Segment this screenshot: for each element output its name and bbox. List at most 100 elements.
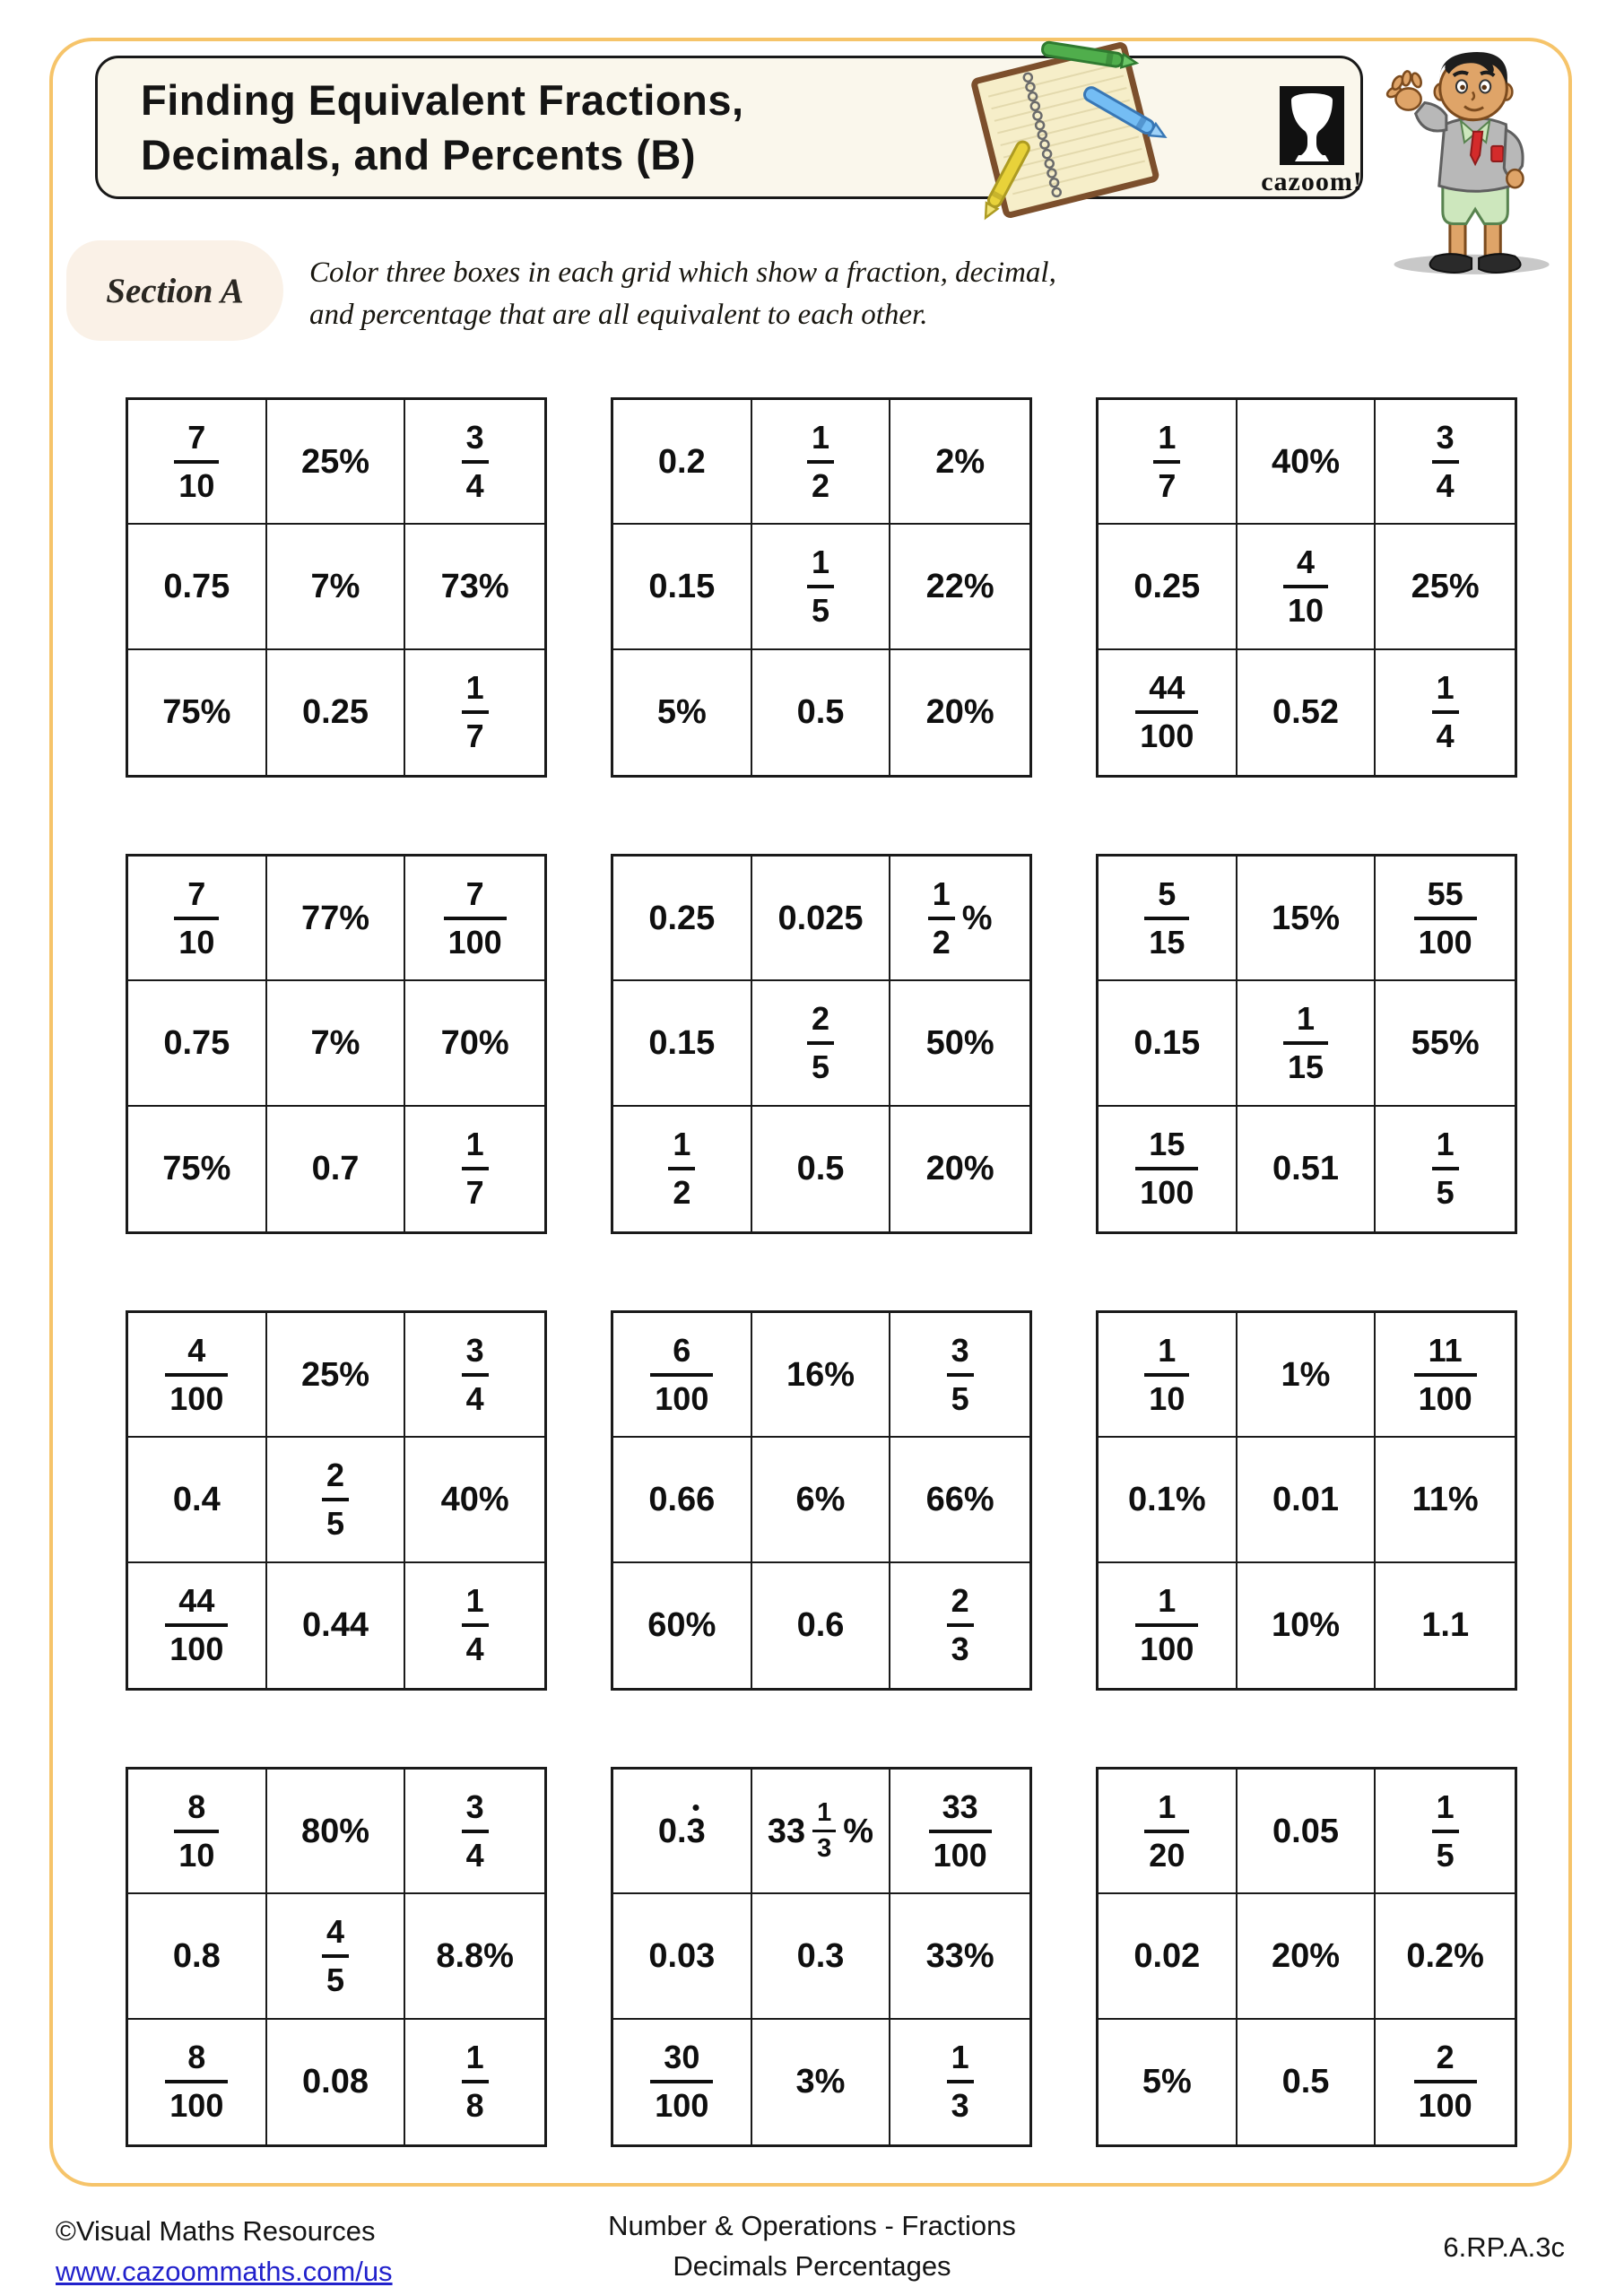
grid-7-cell-r3c2[interactable]: 0.44 [267, 1562, 406, 1688]
grid-10-cell-r2c3[interactable]: 8.8% [405, 1894, 544, 2020]
grid-11-cell-r3c2[interactable]: 3% [752, 2019, 891, 2144]
grid-5-cell-r1c3[interactable]: 1 2% [890, 857, 1029, 982]
grid-9-cell-r2c2[interactable]: 0.01 [1237, 1438, 1376, 1563]
grid-6-cell-r2c3[interactable]: 55% [1376, 981, 1515, 1107]
grid-3-cell-r3c2[interactable]: 0.52 [1238, 649, 1376, 775]
grid-6-cell-r1c1[interactable]: 5 15 [1099, 857, 1238, 982]
grid-2-cell-r1c3[interactable]: 2% [890, 400, 1029, 526]
grid-4-cell-r1c1[interactable]: 7 10 [128, 857, 267, 982]
grid-3-cell-r2c3[interactable]: 25% [1376, 525, 1515, 650]
grid-7-cell-r2c1[interactable]: 0.4 [128, 1438, 267, 1563]
grid-8-cell-r2c1[interactable]: 0.66 [613, 1438, 752, 1563]
grid-8-cell-r3c1[interactable]: 60% [613, 1562, 752, 1688]
grid-8-cell-r1c2[interactable]: 16% [751, 1313, 891, 1439]
grid-11-cell-r2c1[interactable]: 0.03 [613, 1894, 752, 2020]
grid-1-cell-r3c1[interactable]: 75% [128, 649, 267, 775]
grid-3-cell-r2c1[interactable]: 0.25 [1099, 525, 1238, 650]
grid-5-cell-r2c1[interactable]: 0.15 [613, 981, 752, 1107]
grid-5-cell-r3c3[interactable]: 20% [890, 1107, 1029, 1231]
grid-6-cell-r1c2[interactable]: 15% [1237, 857, 1376, 982]
grid-11-cell-r3c1[interactable]: 30 100 [613, 2019, 752, 2144]
grid-11-cell-r2c3[interactable]: 33% [890, 1894, 1029, 2020]
grid-3-cell-r1c2[interactable]: 40% [1237, 400, 1376, 526]
grid-6-cell-r2c2[interactable]: 1 15 [1237, 981, 1376, 1107]
grid-12-cell-r3c2[interactable]: 0.5 [1238, 2019, 1376, 2144]
grid-10-cell-r1c1[interactable]: 8 10 [128, 1770, 267, 1895]
grid-6-cell-r3c1[interactable]: 15 100 [1099, 1106, 1238, 1231]
grid-12-cell-r2c1[interactable]: 0.02 [1099, 1894, 1238, 2020]
grid-9-cell-r3c1[interactable]: 1 100 [1099, 1562, 1238, 1688]
grid-7-cell-r1c1[interactable]: 4 100 [128, 1313, 267, 1439]
grid-8-cell-r2c2[interactable]: 6% [751, 1438, 891, 1563]
website-link[interactable]: www.cazoommaths.com/us [56, 2255, 393, 2287]
grid-11-cell-r1c2[interactable]: 33 1 3% [751, 1770, 891, 1895]
grid-2-cell-r2c1[interactable]: 0.15 [613, 525, 752, 650]
grid-8-cell-r1c1[interactable]: 6 100 [613, 1313, 752, 1439]
grid-5-cell-r3c2[interactable]: 0.5 [752, 1106, 891, 1231]
grid-1-cell-r2c3[interactable]: 73% [405, 525, 544, 650]
grid-11-cell-r1c1[interactable]: 0.3 [613, 1770, 752, 1895]
grid-4-cell-r2c2[interactable]: 7% [266, 981, 406, 1107]
grid-9-cell-r3c3[interactable]: 1.1 [1376, 1563, 1515, 1688]
grid-4-cell-r1c2[interactable]: 77% [266, 857, 406, 982]
grid-9-cell-r2c3[interactable]: 11% [1376, 1438, 1515, 1563]
grid-6-cell-r3c2[interactable]: 0.51 [1238, 1106, 1376, 1231]
grid-3-cell-r3c1[interactable]: 44 100 [1099, 649, 1238, 775]
grid-4-cell-r3c2[interactable]: 0.7 [267, 1106, 406, 1231]
grid-1-cell-r2c2[interactable]: 7% [266, 525, 406, 650]
grid-2-cell-r3c2[interactable]: 0.5 [752, 649, 891, 775]
grid-10-cell-r1c2[interactable]: 80% [266, 1770, 406, 1895]
grid-2-cell-r3c3[interactable]: 20% [890, 650, 1029, 775]
grid-12-cell-r2c2[interactable]: 20% [1237, 1894, 1376, 2020]
grid-6-cell-r1c3[interactable]: 55 100 [1376, 857, 1515, 982]
grid-12-cell-r1c1[interactable]: 1 20 [1099, 1770, 1238, 1895]
grid-2-cell-r3c1[interactable]: 5% [613, 649, 752, 775]
grid-5-cell-r2c3[interactable]: 50% [890, 981, 1029, 1107]
grid-1-cell-r3c2[interactable]: 0.25 [267, 649, 406, 775]
grid-8-cell-r2c3[interactable]: 66% [890, 1438, 1029, 1563]
grid-9-cell-r1c1[interactable]: 1 10 [1099, 1313, 1238, 1439]
grid-5-cell-r1c2[interactable]: 0.025 [751, 857, 891, 982]
grid-12-cell-r2c3[interactable]: 0.2% [1376, 1894, 1515, 2020]
grid-3-cell-r2c2[interactable]: 4 10 [1237, 525, 1376, 650]
grid-4-cell-r2c3[interactable]: 70% [405, 981, 544, 1107]
grid-4-cell-r2c1[interactable]: 0.75 [128, 981, 267, 1107]
grid-6-cell-r2c1[interactable]: 0.15 [1099, 981, 1238, 1107]
grid-12-cell-r1c2[interactable]: 0.05 [1237, 1770, 1376, 1895]
grid-12-cell-r3c3[interactable]: 2 100 [1376, 2020, 1515, 2144]
grid-5-cell-r1c1[interactable]: 0.25 [613, 857, 752, 982]
grid-10-cell-r3c2[interactable]: 0.08 [267, 2019, 406, 2144]
grid-1-cell-r2c1[interactable]: 0.75 [128, 525, 267, 650]
grid-2-cell-r1c1[interactable]: 0.2 [613, 400, 752, 526]
grid-2-cell-r2c3[interactable]: 22% [890, 525, 1029, 650]
grid-10-cell-r2c1[interactable]: 0.8 [128, 1894, 267, 2020]
grid-4-cell-r3c1[interactable]: 75% [128, 1106, 267, 1231]
grid-12-cell-r3c1[interactable]: 5% [1099, 2019, 1238, 2144]
grid-9-cell-r1c2[interactable]: 1% [1237, 1313, 1376, 1439]
grid-9-cell-r3c2[interactable]: 10% [1238, 1562, 1376, 1688]
grid-7-cell-r3c1[interactable]: 44 100 [128, 1562, 267, 1688]
grid-8-cell-r3c2[interactable]: 0.6 [752, 1562, 891, 1688]
grid-9-cell-r1c3[interactable]: 11 100 [1376, 1313, 1515, 1439]
grid-10-cell-r3c1[interactable]: 8 100 [128, 2019, 267, 2144]
